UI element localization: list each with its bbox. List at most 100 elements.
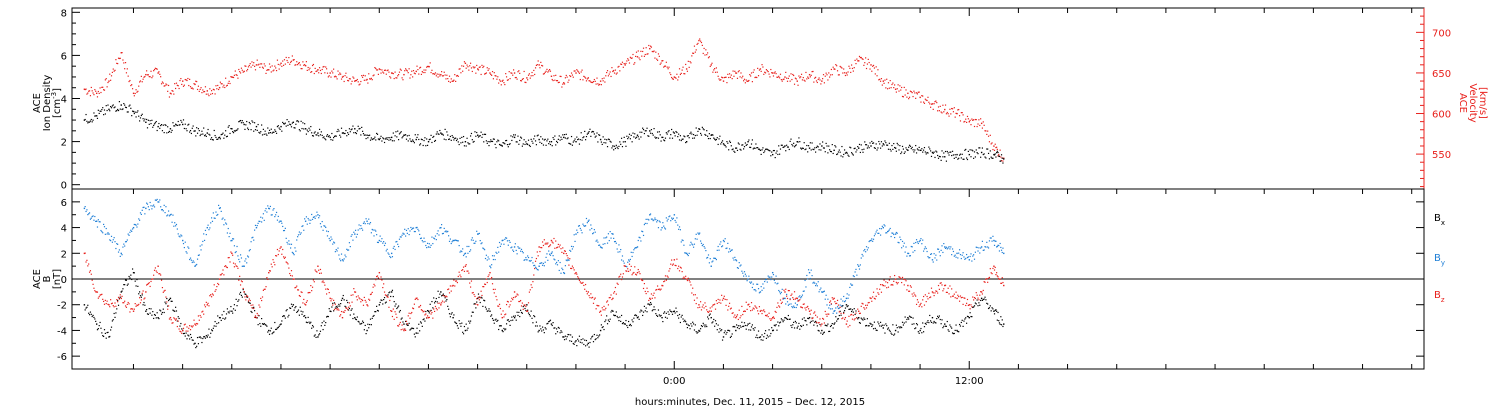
velocity-series-point: [145, 73, 147, 76]
bz-series-point: [398, 323, 401, 325]
legend-by-main: B: [1434, 253, 1441, 264]
bx-series-point: [785, 317, 787, 319]
by-series-point: [286, 241, 288, 244]
bz-series-point: [169, 316, 172, 319]
bx-series-point: [340, 303, 342, 305]
bz-series-point: [583, 284, 585, 287]
velocity-series: [83, 38, 1005, 162]
bz-series-point: [172, 322, 174, 324]
density-series-point: [632, 132, 634, 134]
density-series-point: [498, 140, 500, 142]
x-axis: 0:00 12:00: [132, 8, 1413, 387]
bx-series-point: [908, 315, 911, 317]
bz-series-point: [292, 278, 295, 280]
bz-series-point: [337, 308, 339, 310]
by-series-point: [966, 256, 969, 259]
velocity-series-point: [426, 65, 429, 68]
density-series-point: [1002, 162, 1004, 164]
by-series-point: [856, 274, 858, 276]
velocity-series-point: [710, 64, 712, 66]
bx-series-point: [726, 331, 728, 334]
density-series-point: [766, 148, 768, 150]
velocity-series-point: [793, 83, 796, 85]
bz-series-point: [183, 324, 185, 326]
density-series-point: [851, 153, 854, 155]
density-series-point: [780, 144, 782, 146]
density-series-point: [433, 140, 436, 142]
density-series-point: [230, 127, 232, 130]
velocity-series-point: [570, 75, 572, 78]
bx-series-point: [756, 334, 758, 336]
bx-series-point: [370, 324, 372, 326]
by-series-point: [771, 276, 773, 278]
by-series-point: [891, 232, 893, 234]
density-series-point: [413, 142, 415, 144]
bz-series-point: [256, 312, 258, 315]
by-series-point: [592, 232, 595, 234]
velocity-series-point: [917, 91, 919, 93]
bx-series-point: [211, 330, 214, 332]
bz-series-point: [131, 308, 134, 310]
velocity-series-point: [231, 76, 233, 78]
density-series-point: [278, 127, 280, 129]
velocity-series-point: [384, 69, 387, 71]
bz-series-point: [604, 309, 606, 311]
density-series-point: [485, 140, 487, 142]
bx-series-point: [678, 313, 681, 316]
by-series-point: [625, 265, 627, 268]
density-series-point: [916, 148, 919, 150]
bx-series-point: [275, 328, 277, 331]
bx-series-point: [639, 311, 641, 313]
velocity-series-point: [611, 67, 613, 69]
top-right-label-line1: ACE: [1457, 93, 1468, 113]
bx-series-point: [819, 323, 821, 326]
density-series-point: [330, 139, 332, 141]
by-series-point: [411, 228, 413, 230]
bz-series-point: [310, 285, 312, 287]
velocity-series-point: [946, 111, 948, 114]
by-series-point: [505, 237, 508, 239]
bx-series-point: [253, 306, 255, 308]
velocity-series-point: [972, 119, 974, 121]
by-series-point: [124, 245, 126, 247]
bz-series-point: [429, 310, 431, 312]
by-series-point: [152, 205, 154, 207]
density-series-point: [194, 130, 196, 132]
density-series-point: [626, 135, 628, 137]
velocity-series-point: [321, 68, 323, 71]
density-series-point: [509, 143, 511, 145]
bx-series-point: [210, 329, 213, 331]
bx-series-point: [564, 335, 566, 337]
velocity-series-point: [172, 90, 174, 92]
bx-series-point: [993, 313, 996, 315]
bx-series-point: [144, 304, 146, 306]
velocity-series-point: [166, 84, 168, 86]
density-series-point: [491, 140, 493, 143]
bz-series-point: [158, 273, 160, 275]
density-series-point: [836, 153, 838, 156]
bx-series-point: [299, 306, 301, 308]
density-series-point: [101, 108, 103, 111]
bx-series-point: [649, 301, 652, 304]
bx-series-point: [225, 317, 227, 319]
by-series-point: [786, 301, 789, 303]
by-series-point: [403, 233, 405, 235]
density-series-point: [720, 143, 722, 145]
bz-series-point: [578, 279, 581, 281]
by-series-point: [337, 247, 339, 249]
bx-series-point: [582, 338, 584, 340]
velocity-series-point: [846, 74, 848, 76]
bx-series-point: [687, 324, 689, 326]
bx-series-point: [584, 345, 587, 347]
velocity-series-point: [316, 70, 318, 72]
bx-series-point: [672, 310, 674, 313]
by-series-point: [766, 281, 768, 283]
bx-series-point: [378, 304, 381, 306]
by-series-point: [960, 257, 962, 260]
velocity-series-point: [478, 66, 480, 68]
by-series-point: [272, 209, 274, 211]
bx-series-point: [793, 327, 796, 329]
bz-series-point: [367, 305, 369, 307]
by-series-point: [815, 283, 818, 285]
bx-series-point: [129, 277, 131, 279]
